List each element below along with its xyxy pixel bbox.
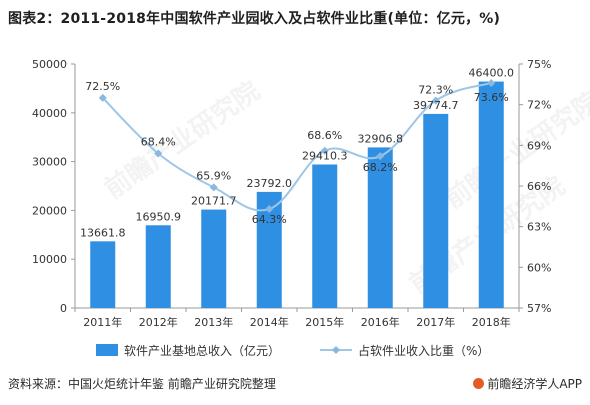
- line-point: [209, 183, 218, 192]
- bar: [478, 81, 504, 309]
- line-point: [265, 205, 274, 214]
- bar: [90, 241, 116, 308]
- brand-name: 前瞻经济学人APP: [487, 377, 582, 391]
- x-tick-label: 2013年: [194, 315, 233, 329]
- y-right-tick-label: 72%: [527, 99, 551, 112]
- y-left-tick-label: 40000: [32, 107, 67, 120]
- y-right-tick-label: 66%: [527, 180, 551, 193]
- line-data-label: 65.9%: [196, 169, 231, 182]
- bar-data-label: 29410.3: [302, 149, 348, 162]
- bar: [423, 113, 449, 308]
- y-left-tick-label: 10000: [32, 253, 67, 266]
- bar-data-label: 46400.0: [469, 67, 515, 80]
- footer: 资料来源：中国火炬统计年鉴 前瞻产业研究院整理 前瞻经济学人APP: [0, 370, 590, 400]
- line-point: [98, 93, 107, 102]
- chart-svg: 0 10000 20000 30000 40000 50000 57% 60% 63% 66% 69…: [32, 58, 551, 358]
- x-tick-label: 2015年: [305, 315, 344, 329]
- bar: [145, 225, 171, 308]
- x-tick-label: 2018年: [472, 315, 511, 329]
- line-data-label: 68.4%: [141, 135, 176, 148]
- brand-logo-icon: [473, 378, 485, 389]
- series-line: [102, 82, 492, 212]
- line-point: [487, 78, 496, 87]
- y-right-tick-label: 63%: [527, 221, 551, 234]
- line-data-label: 64.3%: [252, 213, 287, 226]
- y-right-tick-label: 75%: [527, 58, 551, 71]
- line-data-label: 68.6%: [307, 129, 342, 142]
- line-point: [376, 152, 385, 161]
- bar: [201, 209, 227, 308]
- bar-data-label: 20171.7: [191, 195, 237, 208]
- y-right-tick-label: 60%: [527, 261, 551, 274]
- legend-line-label: 占软件业收入比重（%）: [358, 343, 489, 358]
- y-right-tick-label: 57%: [527, 302, 551, 315]
- y-left-tick-label: 30000: [32, 156, 67, 169]
- y-left-tick-label: 50000: [32, 58, 67, 71]
- line-point: [431, 96, 440, 105]
- bar: [312, 164, 338, 308]
- x-tick-label: 2014年: [250, 315, 289, 329]
- chart-title: 图表2：2011-2018年中国软件产业园收入及占软件业比重(单位：亿元，%): [8, 11, 501, 27]
- x-tick-label: 2017年: [416, 315, 455, 329]
- bar-data-label: 39774.7: [413, 99, 459, 112]
- legend-bar-swatch: [96, 344, 118, 356]
- line-point: [320, 146, 329, 155]
- bar: [367, 147, 393, 308]
- bar-data-label: 23792.0: [247, 177, 293, 190]
- line-data-label: 73.6%: [474, 91, 509, 104]
- line-data-label: 72.3%: [418, 84, 453, 97]
- bar-data-label: 13661.8: [80, 226, 126, 239]
- legend-line-marker: [332, 346, 340, 354]
- x-tick-label: 2016年: [361, 315, 400, 329]
- bar-data-label: 32906.8: [358, 132, 404, 145]
- source-note: 资料来源：中国火炬统计年鉴 前瞻产业研究院整理: [8, 377, 276, 391]
- line-data-label: 72.5%: [85, 80, 120, 93]
- line-point: [154, 149, 163, 158]
- line-data-label: 68.2%: [363, 161, 398, 174]
- x-tick-label: 2012年: [139, 315, 178, 329]
- bar-data-label: 16950.9: [136, 210, 182, 223]
- y-left-tick-label: 0: [60, 302, 67, 315]
- y-left-tick-label: 20000: [32, 204, 67, 217]
- brand-credit: 前瞻经济学人APP: [473, 375, 582, 392]
- y-right-tick-label: 69%: [527, 139, 551, 152]
- legend-bar-label: 软件产业基地总收入（亿元）: [124, 343, 280, 358]
- x-tick-label: 2011年: [83, 315, 122, 329]
